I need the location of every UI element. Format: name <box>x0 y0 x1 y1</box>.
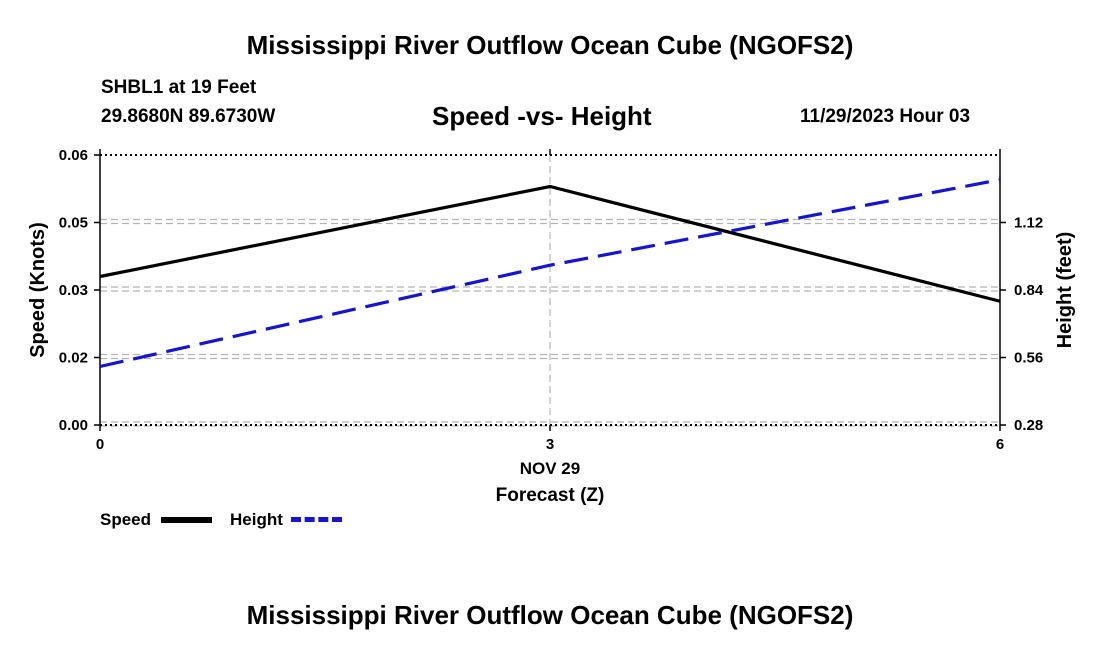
y-tick-label-2: 0.03 <box>59 282 88 299</box>
y-tick-label-0: 0.06 <box>59 147 88 164</box>
y-tick-label-4: 0.00 <box>59 417 88 434</box>
y-tick-label-3: 0.02 <box>59 350 88 367</box>
legend-height-swatch <box>291 517 342 522</box>
datetime-label: 11/29/2023 Hour 03 <box>800 106 971 127</box>
y2-tick-label-2: 0.56 <box>1014 350 1043 367</box>
series-speed-line <box>99 184 1001 303</box>
series-layer <box>99 178 1001 369</box>
y2-tick-label-3: 0.28 <box>1014 417 1043 434</box>
y-tick-label-1: 0.05 <box>59 215 88 232</box>
y2-tick-label-0: 1.12 <box>1014 215 1043 232</box>
legend-speed-label: Speed <box>100 510 152 529</box>
x-tick-label-2: 6 <box>996 436 1004 453</box>
x-tick-label-0: 0 <box>96 436 104 453</box>
tick-layer: 0.06 0.05 0.03 0.02 0.00 1.12 0.84 0.56 0.28 0 3 6 <box>59 147 1044 453</box>
legend-speed-swatch <box>161 517 212 523</box>
station-label: SHBL1 at 19 Feet <box>101 77 257 98</box>
series-height-line <box>99 178 1001 369</box>
coordinates-label: 29.8680N 89.6730W <box>101 106 276 127</box>
y-axis-label: Speed (Knots) <box>27 222 49 358</box>
chart-title: Mississippi River Outflow Ocean Cube (NG… <box>246 30 854 60</box>
x-axis-label: Forecast (Z) <box>496 485 605 506</box>
y2-tick-label-1: 0.84 <box>1014 282 1044 299</box>
chart-subtitle: Speed -vs- Height <box>432 101 652 131</box>
y2-axis-label: Height (feet) <box>1054 232 1076 349</box>
bottom-chart-title: Mississippi River Outflow Ocean Cube (NG… <box>246 600 854 630</box>
grid-layer <box>100 155 1000 427</box>
x-axis-date: NOV 29 <box>520 459 580 478</box>
x-tick-label-1: 3 <box>546 436 554 453</box>
legend-height-label: Height <box>230 510 283 529</box>
